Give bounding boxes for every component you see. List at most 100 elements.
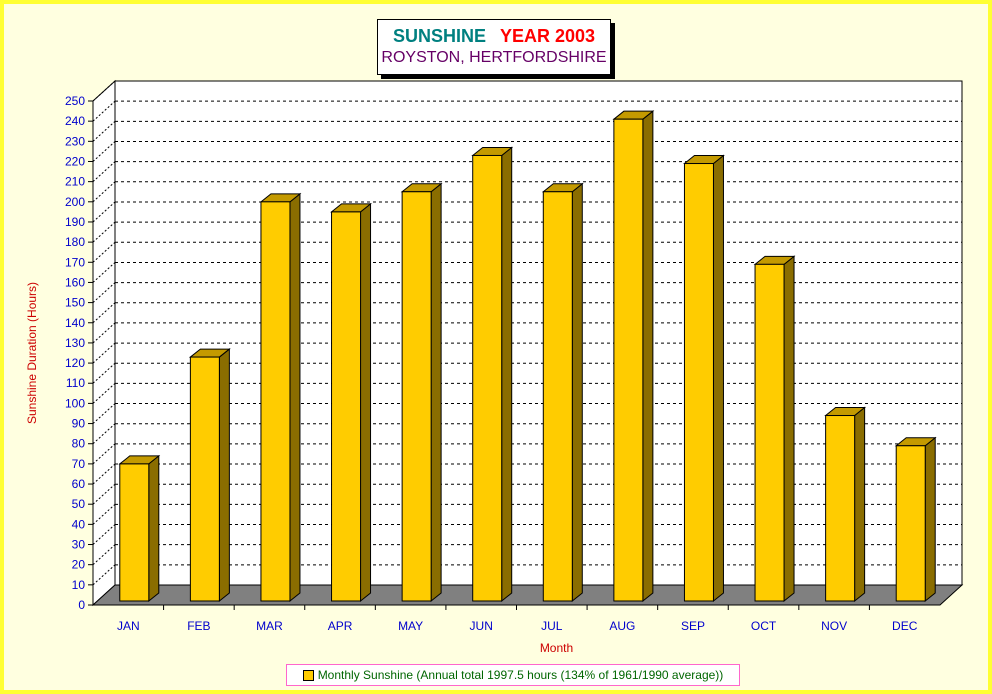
bar-side — [360, 202, 372, 603]
legend-swatch — [302, 669, 314, 681]
gridline-wall — [92, 100, 116, 122]
bar — [189, 356, 220, 602]
bar-side — [924, 436, 936, 603]
gridline-wall — [92, 80, 116, 102]
y-tick-label: 80 — [72, 437, 86, 451]
y-tick-label: 50 — [72, 497, 86, 511]
y-tick-label: 20 — [72, 558, 86, 572]
gridline-wall — [92, 120, 116, 142]
y-tick-label: 110 — [66, 376, 85, 390]
bar — [119, 463, 150, 602]
plot-back-wall — [114, 80, 963, 586]
y-axis-label: Sunshine Duration (Hours) — [25, 282, 39, 424]
bar-side — [289, 192, 301, 603]
x-tick-label: FEB — [187, 619, 210, 633]
bar-side — [642, 110, 654, 603]
y-tick-label: 250 — [65, 94, 85, 108]
x-tick-label: OCT — [751, 619, 777, 633]
y-tick-label: 90 — [72, 417, 86, 431]
y-tick-label: 10 — [72, 578, 86, 592]
bar — [260, 201, 291, 602]
x-tick-label: DEC — [892, 619, 918, 633]
bar — [754, 263, 785, 602]
gridline-wall — [92, 463, 116, 485]
gridline-wall — [92, 383, 116, 404]
gridline-wall — [92, 423, 116, 445]
bar-side — [218, 348, 230, 603]
title-box: SUNSHINE YEAR 2003 ROYSTON, HERTFORDSHIRE — [377, 19, 611, 75]
bar — [613, 118, 644, 602]
x-tick-label: APR — [328, 619, 353, 633]
y-tick-label: 150 — [65, 296, 85, 310]
y-tick-label: 60 — [72, 477, 86, 491]
x-tick-label: JUN — [470, 619, 493, 633]
chart-subtitle: ROYSTON, HERTFORDSHIRE — [381, 49, 607, 66]
y-tick-label: 140 — [65, 316, 85, 330]
gridline-wall — [92, 564, 116, 586]
y-tick-label: 210 — [65, 175, 85, 189]
gridline-wall — [92, 443, 116, 465]
gridline-wall — [92, 302, 116, 324]
bar — [472, 154, 503, 602]
y-tick-label: 230 — [65, 134, 85, 148]
gridline-wall — [92, 141, 116, 162]
bar-side — [783, 255, 795, 603]
gridline-wall — [92, 181, 116, 203]
x-tick-label: JAN — [117, 619, 140, 633]
x-tick-label: MAR — [256, 619, 283, 633]
gridline-wall — [92, 503, 116, 525]
x-tick-label: SEP — [681, 619, 705, 633]
bar — [825, 415, 856, 602]
gridline-wall — [92, 201, 116, 223]
y-tick-label: 170 — [65, 255, 85, 269]
title-sunshine: SUNSHINE — [392, 26, 486, 46]
y-tick-label: 120 — [65, 356, 85, 370]
gridline-wall — [92, 322, 116, 344]
gridline-wall — [92, 483, 116, 505]
y-tick-label: 130 — [65, 336, 85, 350]
y-tick-label: 40 — [72, 517, 86, 531]
bar — [542, 191, 573, 602]
y-tick-label: 30 — [72, 538, 86, 552]
gridline-wall — [92, 241, 116, 263]
y-tick-label: 240 — [65, 114, 85, 128]
bar — [895, 445, 926, 602]
title-year: YEAR 2003 — [499, 26, 596, 46]
bar-side — [712, 154, 724, 603]
bar — [683, 163, 714, 602]
x-tick-label: AUG — [609, 619, 635, 633]
x-tick-label: NOV — [821, 619, 847, 633]
bar-side — [430, 182, 442, 603]
bar-side — [148, 454, 160, 603]
bar — [401, 191, 432, 602]
y-tick-label: 100 — [65, 396, 85, 410]
chart-title: SUNSHINE YEAR 2003 — [378, 26, 610, 47]
y-tick-label: 180 — [65, 235, 85, 249]
plot-left-wall — [92, 79, 116, 607]
y-tick-label: 0 — [78, 598, 85, 612]
gridline-wall — [92, 524, 116, 545]
x-tick-label: JUL — [541, 619, 563, 633]
gridline-wall — [92, 544, 116, 566]
bar — [331, 211, 362, 602]
bar-side — [854, 406, 866, 603]
gridline-wall — [92, 403, 116, 424]
legend: Monthly Sunshine (Annual total 1997.5 ho… — [286, 664, 740, 686]
gridline-wall — [92, 221, 116, 243]
y-tick-label: 70 — [72, 457, 86, 471]
y-tick-label: 200 — [65, 195, 85, 209]
gridline-wall — [92, 282, 116, 303]
bar-side — [571, 182, 583, 603]
legend-label: Monthly Sunshine (Annual total 1997.5 ho… — [317, 668, 724, 682]
x-tick-label: MAY — [398, 619, 423, 633]
gridline-wall — [92, 161, 116, 183]
y-tick-label: 160 — [65, 275, 85, 289]
x-axis-label: Month — [540, 641, 573, 655]
gridline-wall — [92, 342, 116, 364]
bar-side — [501, 146, 513, 603]
gridline-wall — [92, 262, 116, 283]
y-tick-label: 220 — [65, 154, 85, 168]
y-tick-label: 190 — [65, 215, 85, 229]
gridline-wall — [92, 362, 116, 384]
